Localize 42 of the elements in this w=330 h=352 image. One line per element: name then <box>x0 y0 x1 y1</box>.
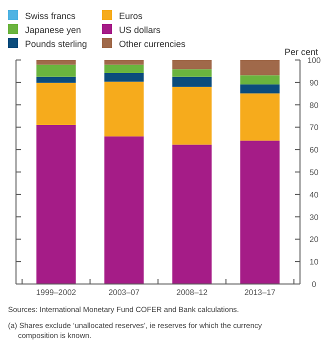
x-tick-label: 1999–2002 <box>36 288 77 297</box>
y-tick-label: 20 <box>310 235 319 244</box>
legend-label: Euros <box>119 11 144 21</box>
y-tick-label: 0 <box>312 280 317 289</box>
bar <box>104 60 144 65</box>
bar <box>36 76 76 83</box>
y-tick-label: 10 <box>310 258 319 267</box>
y-tick-label: 40 <box>310 190 319 200</box>
bar <box>172 86 212 145</box>
bar <box>240 93 280 141</box>
bar <box>104 64 144 73</box>
bar <box>36 64 76 77</box>
x-tick-label: 2008–12 <box>176 288 208 297</box>
bar <box>240 140 280 284</box>
bar <box>240 75 280 84</box>
bar <box>240 84 280 94</box>
y-axis-title: Per cent <box>284 47 318 57</box>
bar <box>36 124 76 284</box>
bar <box>240 60 280 76</box>
y-tick-label: 70 <box>310 123 319 132</box>
y-tick-label: 80 <box>310 100 319 110</box>
bar <box>172 69 212 77</box>
legend-label: Pounds sterling <box>25 39 88 49</box>
bar <box>172 76 212 87</box>
bar <box>104 72 144 82</box>
y-tick-label: 50 <box>310 168 319 177</box>
legend-label: US dollars <box>119 25 162 35</box>
legend-label: Other currencies <box>119 39 186 49</box>
legend-label: Japanese yen <box>25 25 82 35</box>
x-tick-label: 2013–17 <box>244 288 276 297</box>
bar <box>104 136 144 284</box>
bar <box>104 82 144 136</box>
bar <box>36 60 76 65</box>
y-tick-label: 90 <box>310 78 319 88</box>
bar <box>36 82 76 125</box>
bar <box>172 144 212 284</box>
x-tick-label: 2003–07 <box>108 288 140 297</box>
y-tick-label: 60 <box>310 146 319 155</box>
y-tick-label: 30 <box>310 212 319 222</box>
y-tick-label: 100 <box>307 56 322 65</box>
bar <box>172 60 212 70</box>
legend-label: Swiss francs <box>25 11 76 21</box>
